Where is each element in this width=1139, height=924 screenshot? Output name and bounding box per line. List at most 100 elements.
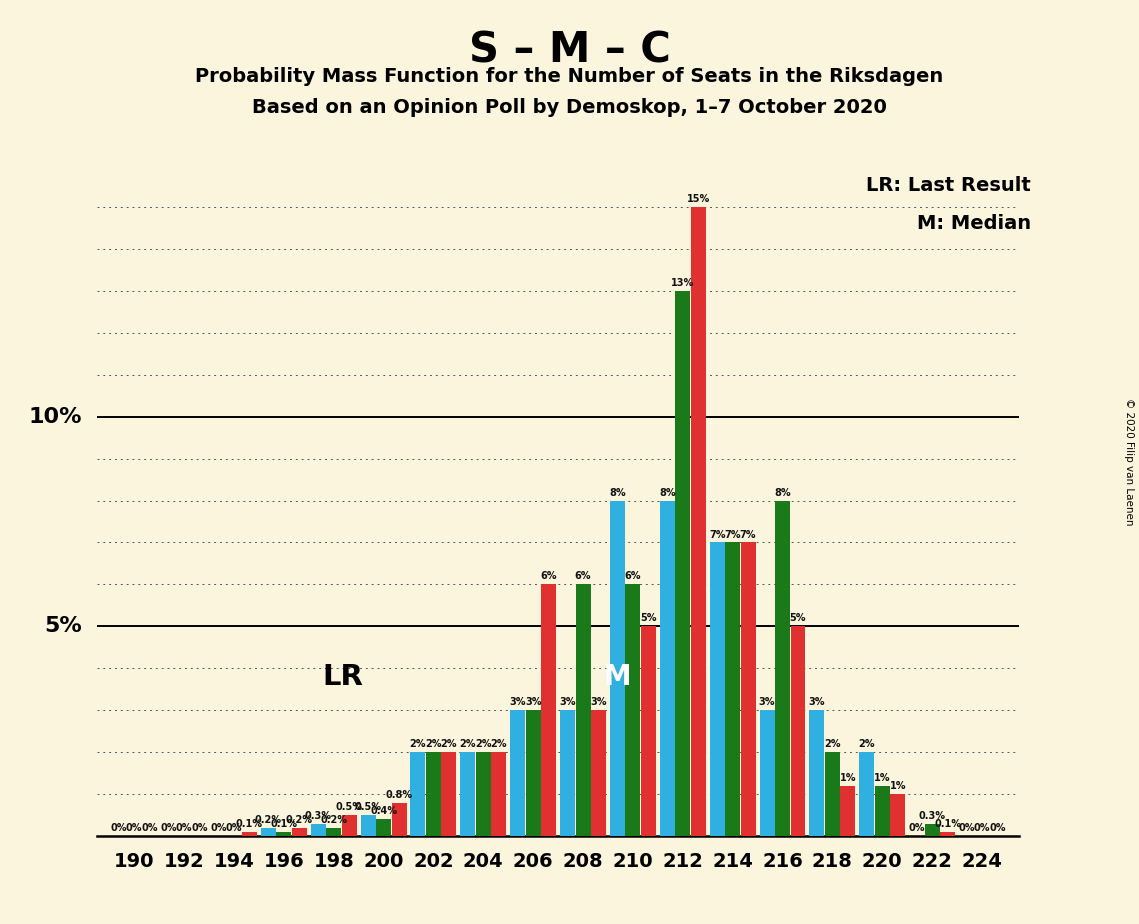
Text: 1%: 1% <box>839 772 857 783</box>
Text: 3%: 3% <box>525 698 541 708</box>
Text: 2%: 2% <box>475 739 492 749</box>
Text: 2%: 2% <box>410 739 426 749</box>
Bar <box>575 585 590 836</box>
Text: Probability Mass Function for the Number of Seats in the Riksdagen: Probability Mass Function for the Number… <box>196 67 943 86</box>
Bar <box>625 585 640 836</box>
Text: 0%: 0% <box>958 823 975 833</box>
Text: 0%: 0% <box>175 823 192 833</box>
Text: 6%: 6% <box>540 571 557 581</box>
Bar <box>775 501 790 836</box>
Text: 2%: 2% <box>825 739 841 749</box>
Bar <box>859 752 875 836</box>
Bar <box>940 832 956 836</box>
Bar <box>326 828 342 836</box>
Text: LR: Last Result: LR: Last Result <box>866 176 1031 195</box>
Bar <box>510 711 525 836</box>
Text: 0.1%: 0.1% <box>236 819 263 829</box>
Text: 0.1%: 0.1% <box>270 819 297 829</box>
Text: 2%: 2% <box>441 739 457 749</box>
Text: 8%: 8% <box>609 488 625 497</box>
Text: 0%: 0% <box>141 823 158 833</box>
Bar <box>690 207 706 836</box>
Text: 0%: 0% <box>161 823 177 833</box>
Text: © 2020 Filip van Laenen: © 2020 Filip van Laenen <box>1124 398 1133 526</box>
Bar <box>442 752 457 836</box>
Bar <box>376 820 391 836</box>
Text: 0%: 0% <box>989 823 1006 833</box>
Bar <box>410 752 426 836</box>
Bar <box>675 291 690 836</box>
Bar <box>891 795 906 836</box>
Text: 13%: 13% <box>671 278 695 287</box>
Text: LR: LR <box>322 663 363 691</box>
Bar <box>641 626 656 836</box>
Text: 0%: 0% <box>974 823 990 833</box>
Bar <box>875 785 890 836</box>
Text: 1%: 1% <box>874 772 891 783</box>
Text: 15%: 15% <box>687 194 710 204</box>
Bar <box>311 823 326 836</box>
Text: 0.2%: 0.2% <box>286 815 313 825</box>
Bar <box>591 711 606 836</box>
Bar <box>460 752 475 836</box>
Text: 2%: 2% <box>425 739 442 749</box>
Bar <box>241 832 257 836</box>
Text: M: Median: M: Median <box>917 214 1031 234</box>
Text: 7%: 7% <box>740 529 756 540</box>
Bar <box>726 542 740 836</box>
Text: 0.5%: 0.5% <box>336 802 362 812</box>
Text: 3%: 3% <box>509 698 526 708</box>
Text: 0.8%: 0.8% <box>385 790 412 799</box>
Bar <box>925 823 940 836</box>
Text: 0%: 0% <box>211 823 227 833</box>
Text: 2%: 2% <box>491 739 507 749</box>
Text: 10%: 10% <box>28 407 82 427</box>
Text: 0%: 0% <box>191 823 207 833</box>
Bar <box>659 501 674 836</box>
Bar <box>392 803 407 836</box>
Text: 0.3%: 0.3% <box>919 810 945 821</box>
Text: 8%: 8% <box>775 488 790 497</box>
Bar <box>526 711 541 836</box>
Text: 6%: 6% <box>575 571 591 581</box>
Text: 0.2%: 0.2% <box>255 815 281 825</box>
Text: S – M – C: S – M – C <box>468 30 671 71</box>
Text: 0%: 0% <box>909 823 925 833</box>
Text: 0.1%: 0.1% <box>934 819 961 829</box>
Bar <box>361 815 376 836</box>
Text: 0%: 0% <box>110 823 128 833</box>
Bar <box>740 542 755 836</box>
Text: 1%: 1% <box>890 782 906 791</box>
Text: 2%: 2% <box>859 739 875 749</box>
Text: 0.5%: 0.5% <box>354 802 382 812</box>
Text: 0.2%: 0.2% <box>320 815 347 825</box>
Bar <box>541 585 556 836</box>
Text: 7%: 7% <box>724 529 740 540</box>
Text: Based on an Opinion Poll by Demoskop, 1–7 October 2020: Based on an Opinion Poll by Demoskop, 1–… <box>252 98 887 117</box>
Text: 7%: 7% <box>708 529 726 540</box>
Bar <box>261 828 276 836</box>
Text: 5%: 5% <box>789 614 806 624</box>
Bar <box>810 711 825 836</box>
Bar <box>790 626 805 836</box>
Text: 3%: 3% <box>559 698 576 708</box>
Bar <box>760 711 775 836</box>
Bar <box>841 785 855 836</box>
Text: 3%: 3% <box>809 698 825 708</box>
Bar <box>476 752 491 836</box>
Bar <box>825 752 839 836</box>
Bar <box>426 752 441 836</box>
Text: 2%: 2% <box>460 739 476 749</box>
Text: M: M <box>604 663 631 691</box>
Text: 8%: 8% <box>659 488 675 497</box>
Bar <box>710 542 724 836</box>
Text: 3%: 3% <box>590 698 607 708</box>
Text: 5%: 5% <box>44 616 82 637</box>
Bar <box>491 752 506 836</box>
Bar <box>560 711 575 836</box>
Bar <box>292 828 306 836</box>
Bar <box>342 815 357 836</box>
Bar <box>277 832 292 836</box>
Text: 0%: 0% <box>226 823 243 833</box>
Text: 3%: 3% <box>759 698 776 708</box>
